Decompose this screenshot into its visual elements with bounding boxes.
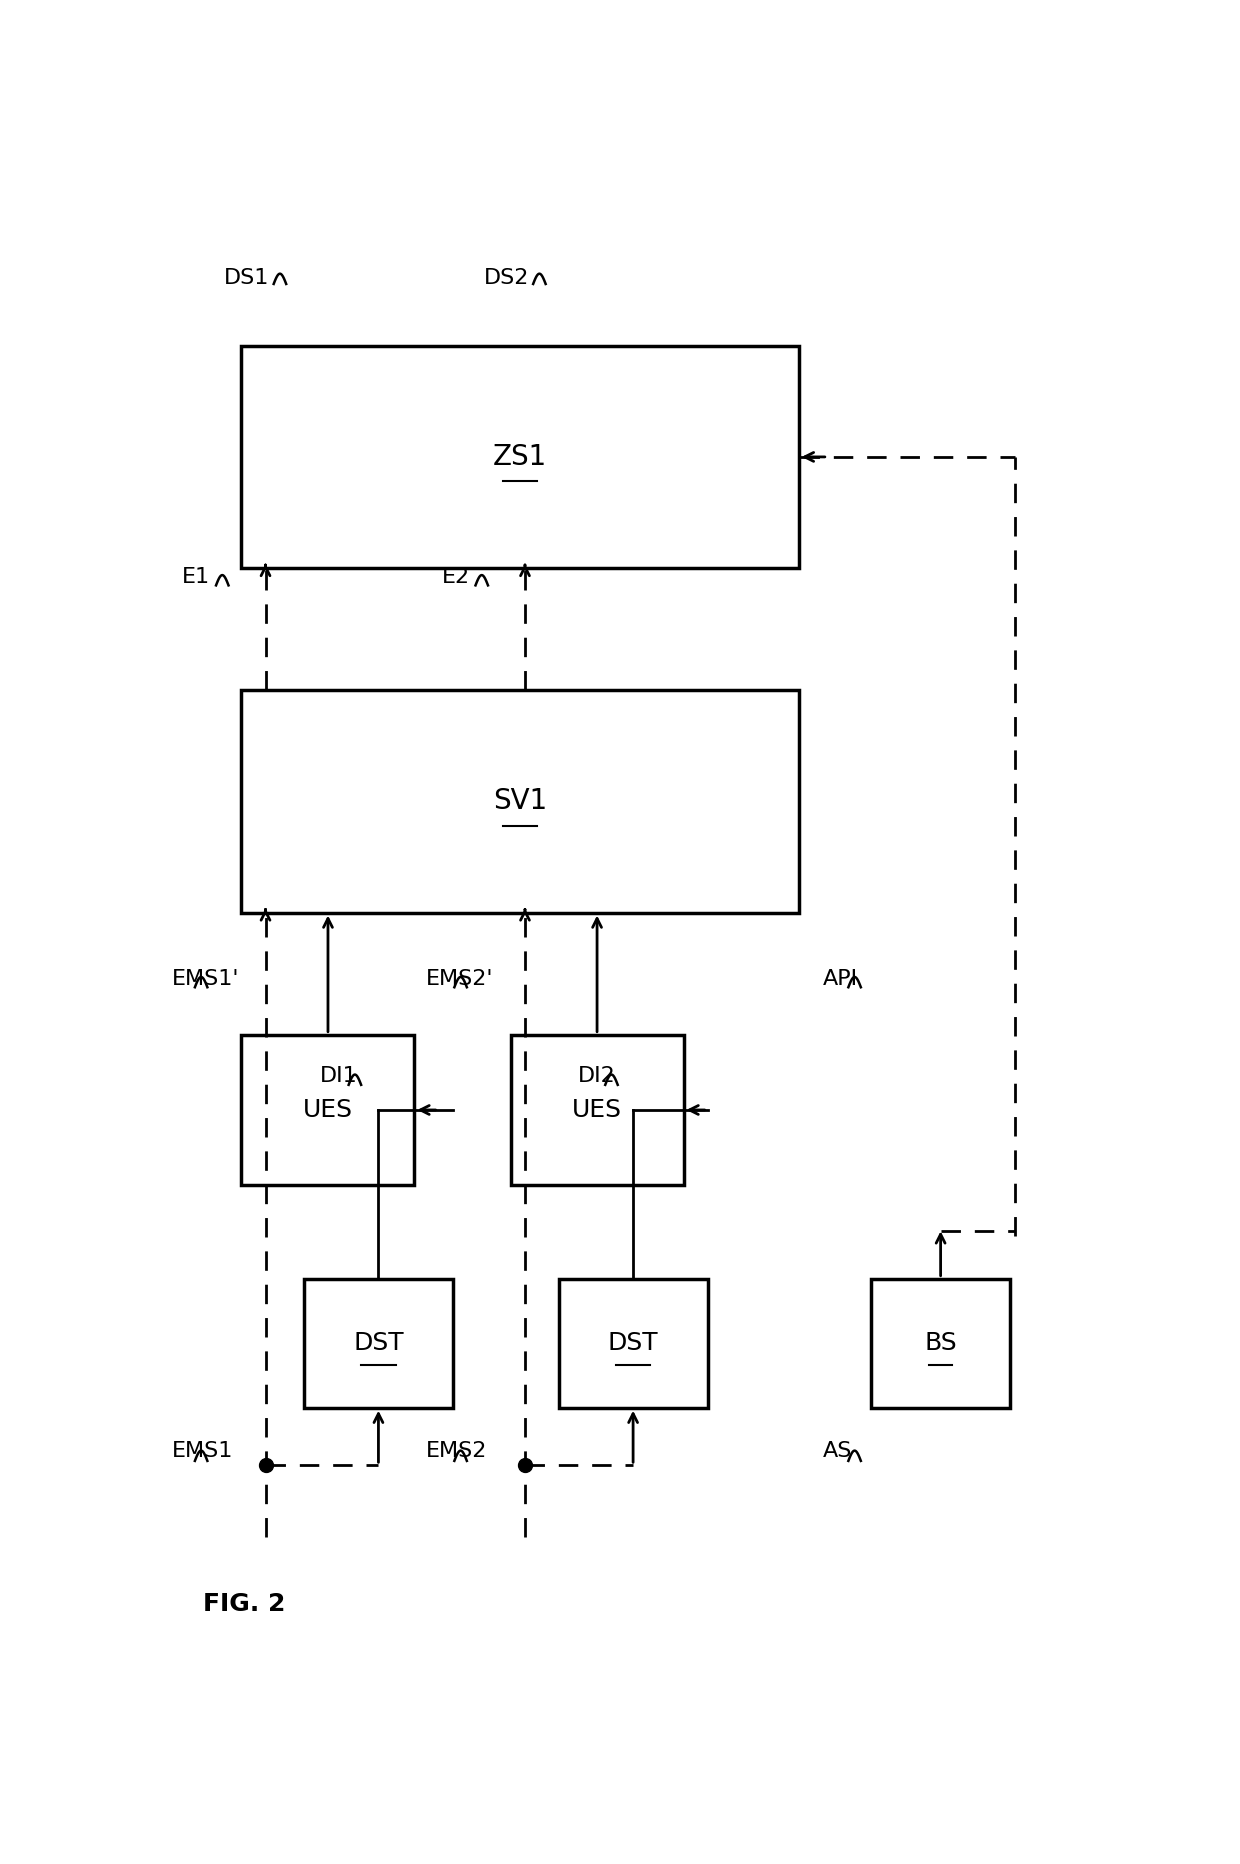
Text: DS1: DS1 — [224, 268, 269, 289]
Bar — [242, 345, 799, 569]
Text: API: API — [823, 969, 858, 988]
Text: EMS1': EMS1' — [172, 969, 239, 988]
Bar — [870, 1279, 1011, 1407]
Text: UES: UES — [572, 1098, 622, 1122]
Text: DST: DST — [353, 1331, 404, 1355]
Bar — [511, 1035, 683, 1186]
Bar — [304, 1279, 453, 1407]
Text: ZS1: ZS1 — [494, 444, 547, 472]
Text: E1: E1 — [182, 567, 210, 587]
Bar — [242, 1035, 414, 1186]
Text: EMS1: EMS1 — [172, 1441, 233, 1461]
Text: DS2: DS2 — [484, 268, 529, 289]
Bar — [558, 1279, 708, 1407]
Text: EMS2: EMS2 — [427, 1441, 487, 1461]
Text: AS: AS — [823, 1441, 852, 1461]
Text: E2: E2 — [441, 567, 470, 587]
Text: EMS2': EMS2' — [427, 969, 494, 988]
Text: DI1: DI1 — [320, 1066, 358, 1087]
Text: SV1: SV1 — [494, 787, 547, 815]
Text: BS: BS — [924, 1331, 957, 1355]
Text: UES: UES — [303, 1098, 353, 1122]
Text: DST: DST — [608, 1331, 658, 1355]
Bar — [242, 690, 799, 913]
Text: FIG. 2: FIG. 2 — [203, 1592, 285, 1616]
Text: DI2: DI2 — [578, 1066, 615, 1087]
